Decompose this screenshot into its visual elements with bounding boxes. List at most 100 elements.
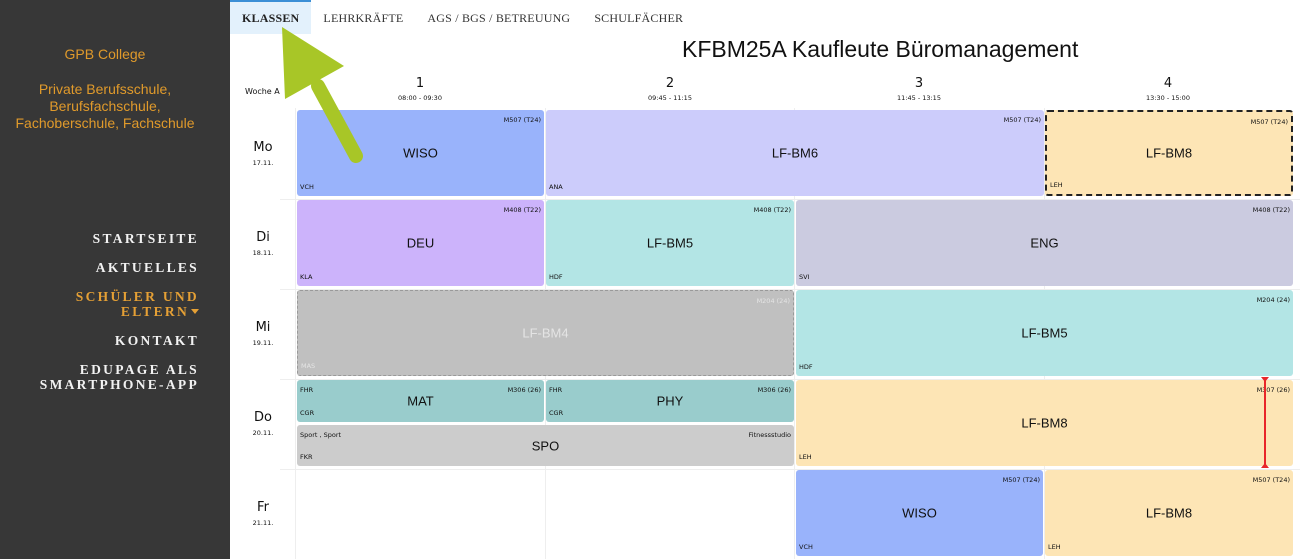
day-name: Di [256, 230, 270, 245]
day-date: 19.11. [252, 339, 274, 347]
nav-item-label: SCHÜLER UND [75, 289, 199, 304]
grid-line [280, 469, 1300, 470]
lesson-room: Fitnessstudio [748, 431, 791, 439]
lesson-room: M204 (24) [1256, 296, 1290, 304]
lesson-card[interactable]: M507 (T24) WISO VCH [796, 470, 1043, 556]
lesson-teacher: LEH [1050, 181, 1063, 189]
brand-subtitle-line: Berufsfachschule, [49, 98, 161, 114]
day-name: Mi [255, 320, 271, 335]
lesson-teacher: LEH [1048, 543, 1061, 551]
lesson-teacher: VCH [300, 183, 314, 191]
nav-item-startseite[interactable]: STARTSEITE [92, 231, 199, 246]
tab-ags-bgs-betreuung[interactable]: AGS / BGS / BETREUUNG [427, 11, 571, 25]
time-marker-bottom-icon [1261, 463, 1269, 468]
grid-line [295, 108, 296, 559]
period-header: 4 13:30 - 15:00 [1044, 76, 1292, 102]
period-number: 1 [415, 76, 425, 91]
period-time: 09:45 - 11:15 [648, 94, 692, 102]
day-label-mo: Mo 17.11. [233, 140, 293, 167]
dropdown-caret-icon [191, 309, 199, 314]
lesson-card[interactable]: M307 (26) LF-BM8 LEH [796, 380, 1293, 466]
lesson-teacher: FKR [300, 453, 313, 461]
lesson-subject: LF-BM8 [1145, 145, 1193, 161]
lesson-teacher: HDF [549, 273, 563, 281]
brand-subtitle: Private Berufsschule, Berufsfachschule, … [0, 81, 210, 132]
day-label-fr: Fr 21.11. [233, 500, 293, 527]
sidebar: GPB College Private Berufsschule, Berufs… [0, 0, 230, 559]
lesson-subject: MAT [407, 393, 434, 409]
lesson-subject: LF-BM8 [1145, 505, 1193, 521]
lesson-room: M408 (T22) [1252, 206, 1290, 214]
lesson-room: M306 (26) [757, 386, 791, 394]
period-time: 13:30 - 15:00 [1146, 94, 1190, 102]
tab-lehrkraefte[interactable]: LEHRKRÄFTE [323, 11, 404, 25]
day-name: Do [254, 410, 272, 425]
lesson-card[interactable]: Sport , Sport Fitnessstudio SPO FKR [297, 425, 794, 466]
lesson-teacher: CGR [549, 409, 564, 417]
lesson-card-cancelled[interactable]: M204 (24) LF-BM4 MAS [297, 290, 794, 376]
lesson-subject: LF-BM5 [1021, 325, 1068, 341]
lesson-subject: DEU [406, 235, 435, 251]
lesson-teacher: KLA [300, 273, 313, 281]
lesson-subject: LF-BM4 [522, 325, 569, 341]
week-label: Woche A [245, 87, 280, 96]
lesson-card[interactable]: M507 (T24) LF-BM6 ANA [546, 110, 1044, 196]
lesson-room: M204 (24) [756, 297, 790, 305]
grid-line [280, 289, 1300, 290]
lesson-teacher: ANA [549, 183, 563, 191]
lesson-subject: LF-BM6 [771, 145, 819, 161]
lesson-card[interactable]: M408 (T22) DEU KLA [297, 200, 544, 286]
period-header: 1 08:00 - 09:30 [296, 76, 544, 102]
period-number: 3 [914, 76, 924, 91]
grid-line [280, 199, 1300, 200]
timetable-tabs: KLASSEN LEHRKRÄFTE AGS / BGS / BETREUUNG… [230, 0, 695, 34]
lesson-card[interactable]: M204 (24) LF-BM5 HDF [796, 290, 1293, 376]
lesson-subject: ENG [1030, 235, 1059, 251]
nav-item-schueler-und-eltern[interactable]: SCHÜLER UND ELTERN [40, 289, 199, 319]
lesson-teacher: SVI [799, 273, 810, 281]
period-time: 11:45 - 13:15 [897, 94, 941, 102]
lesson-room: M307 (26) [1256, 386, 1290, 394]
period-header: 2 09:45 - 11:15 [546, 76, 794, 102]
current-time-marker [1264, 379, 1266, 467]
lesson-teacher: VCH [799, 543, 813, 551]
period-time: 08:00 - 09:30 [398, 94, 442, 102]
day-name: Mo [253, 140, 273, 155]
brand-title[interactable]: GPB College [64, 46, 146, 62]
main-nav: STARTSEITE AKTUELLES SCHÜLER UND ELTERN … [40, 231, 199, 406]
brand-subtitle-line: Fachoberschule, Fachschule [15, 115, 195, 131]
lesson-card-selected[interactable]: M507 (T24) LF-BM8 LEH [1045, 110, 1293, 196]
nav-item-label: EDUPAGE ALS [79, 362, 199, 377]
tab-schulfaecher[interactable]: SCHULFÄCHER [594, 11, 684, 25]
nav-item-aktuelles[interactable]: AKTUELLES [95, 260, 199, 275]
lesson-room: M507 (T24) [1250, 118, 1288, 126]
day-date: 17.11. [252, 159, 274, 167]
lesson-room: M306 (26) [507, 386, 541, 394]
nav-item-label: SMARTPHONE-APP [39, 377, 199, 392]
period-header: 3 11:45 - 13:15 [795, 76, 1043, 102]
lesson-card[interactable]: FHR M306 (26) MAT CGR [297, 380, 544, 422]
lesson-subject: LF-BM8 [1021, 415, 1068, 431]
lesson-room: M408 (T22) [753, 206, 791, 214]
nav-item-edupage-app[interactable]: EDUPAGE ALS SMARTPHONE-APP [40, 362, 199, 392]
lesson-group: FHR [300, 386, 314, 394]
tab-klassen[interactable]: KLASSEN [230, 0, 312, 34]
day-label-di: Di 18.11. [233, 230, 293, 257]
lesson-card[interactable]: M507 (T24) LF-BM8 LEH [1045, 470, 1293, 556]
lesson-card[interactable]: M408 (T22) LF-BM5 HDF [546, 200, 794, 286]
period-number: 2 [665, 76, 675, 91]
timetable-title: KFBM25A Kaufleute Büromanagement [682, 36, 1079, 62]
grid-line [794, 108, 795, 559]
brand-subtitle-line: Private Berufsschule, [38, 81, 172, 97]
lesson-subject: SPO [531, 438, 560, 453]
lesson-teacher: CGR [300, 409, 315, 417]
lesson-card[interactable]: FHR M306 (26) PHY CGR [546, 380, 794, 422]
lesson-room: M507 (T24) [503, 116, 541, 124]
period-number: 4 [1163, 76, 1173, 91]
nav-item-kontakt[interactable]: KONTAKT [114, 333, 199, 348]
lesson-room: M507 (T24) [1252, 476, 1290, 484]
lesson-subject: PHY [656, 393, 684, 409]
day-label-do: Do 20.11. [233, 410, 293, 437]
lesson-card[interactable]: M408 (T22) ENG SVI [796, 200, 1293, 286]
lesson-card[interactable]: M507 (T24) WISO VCH [297, 110, 544, 196]
